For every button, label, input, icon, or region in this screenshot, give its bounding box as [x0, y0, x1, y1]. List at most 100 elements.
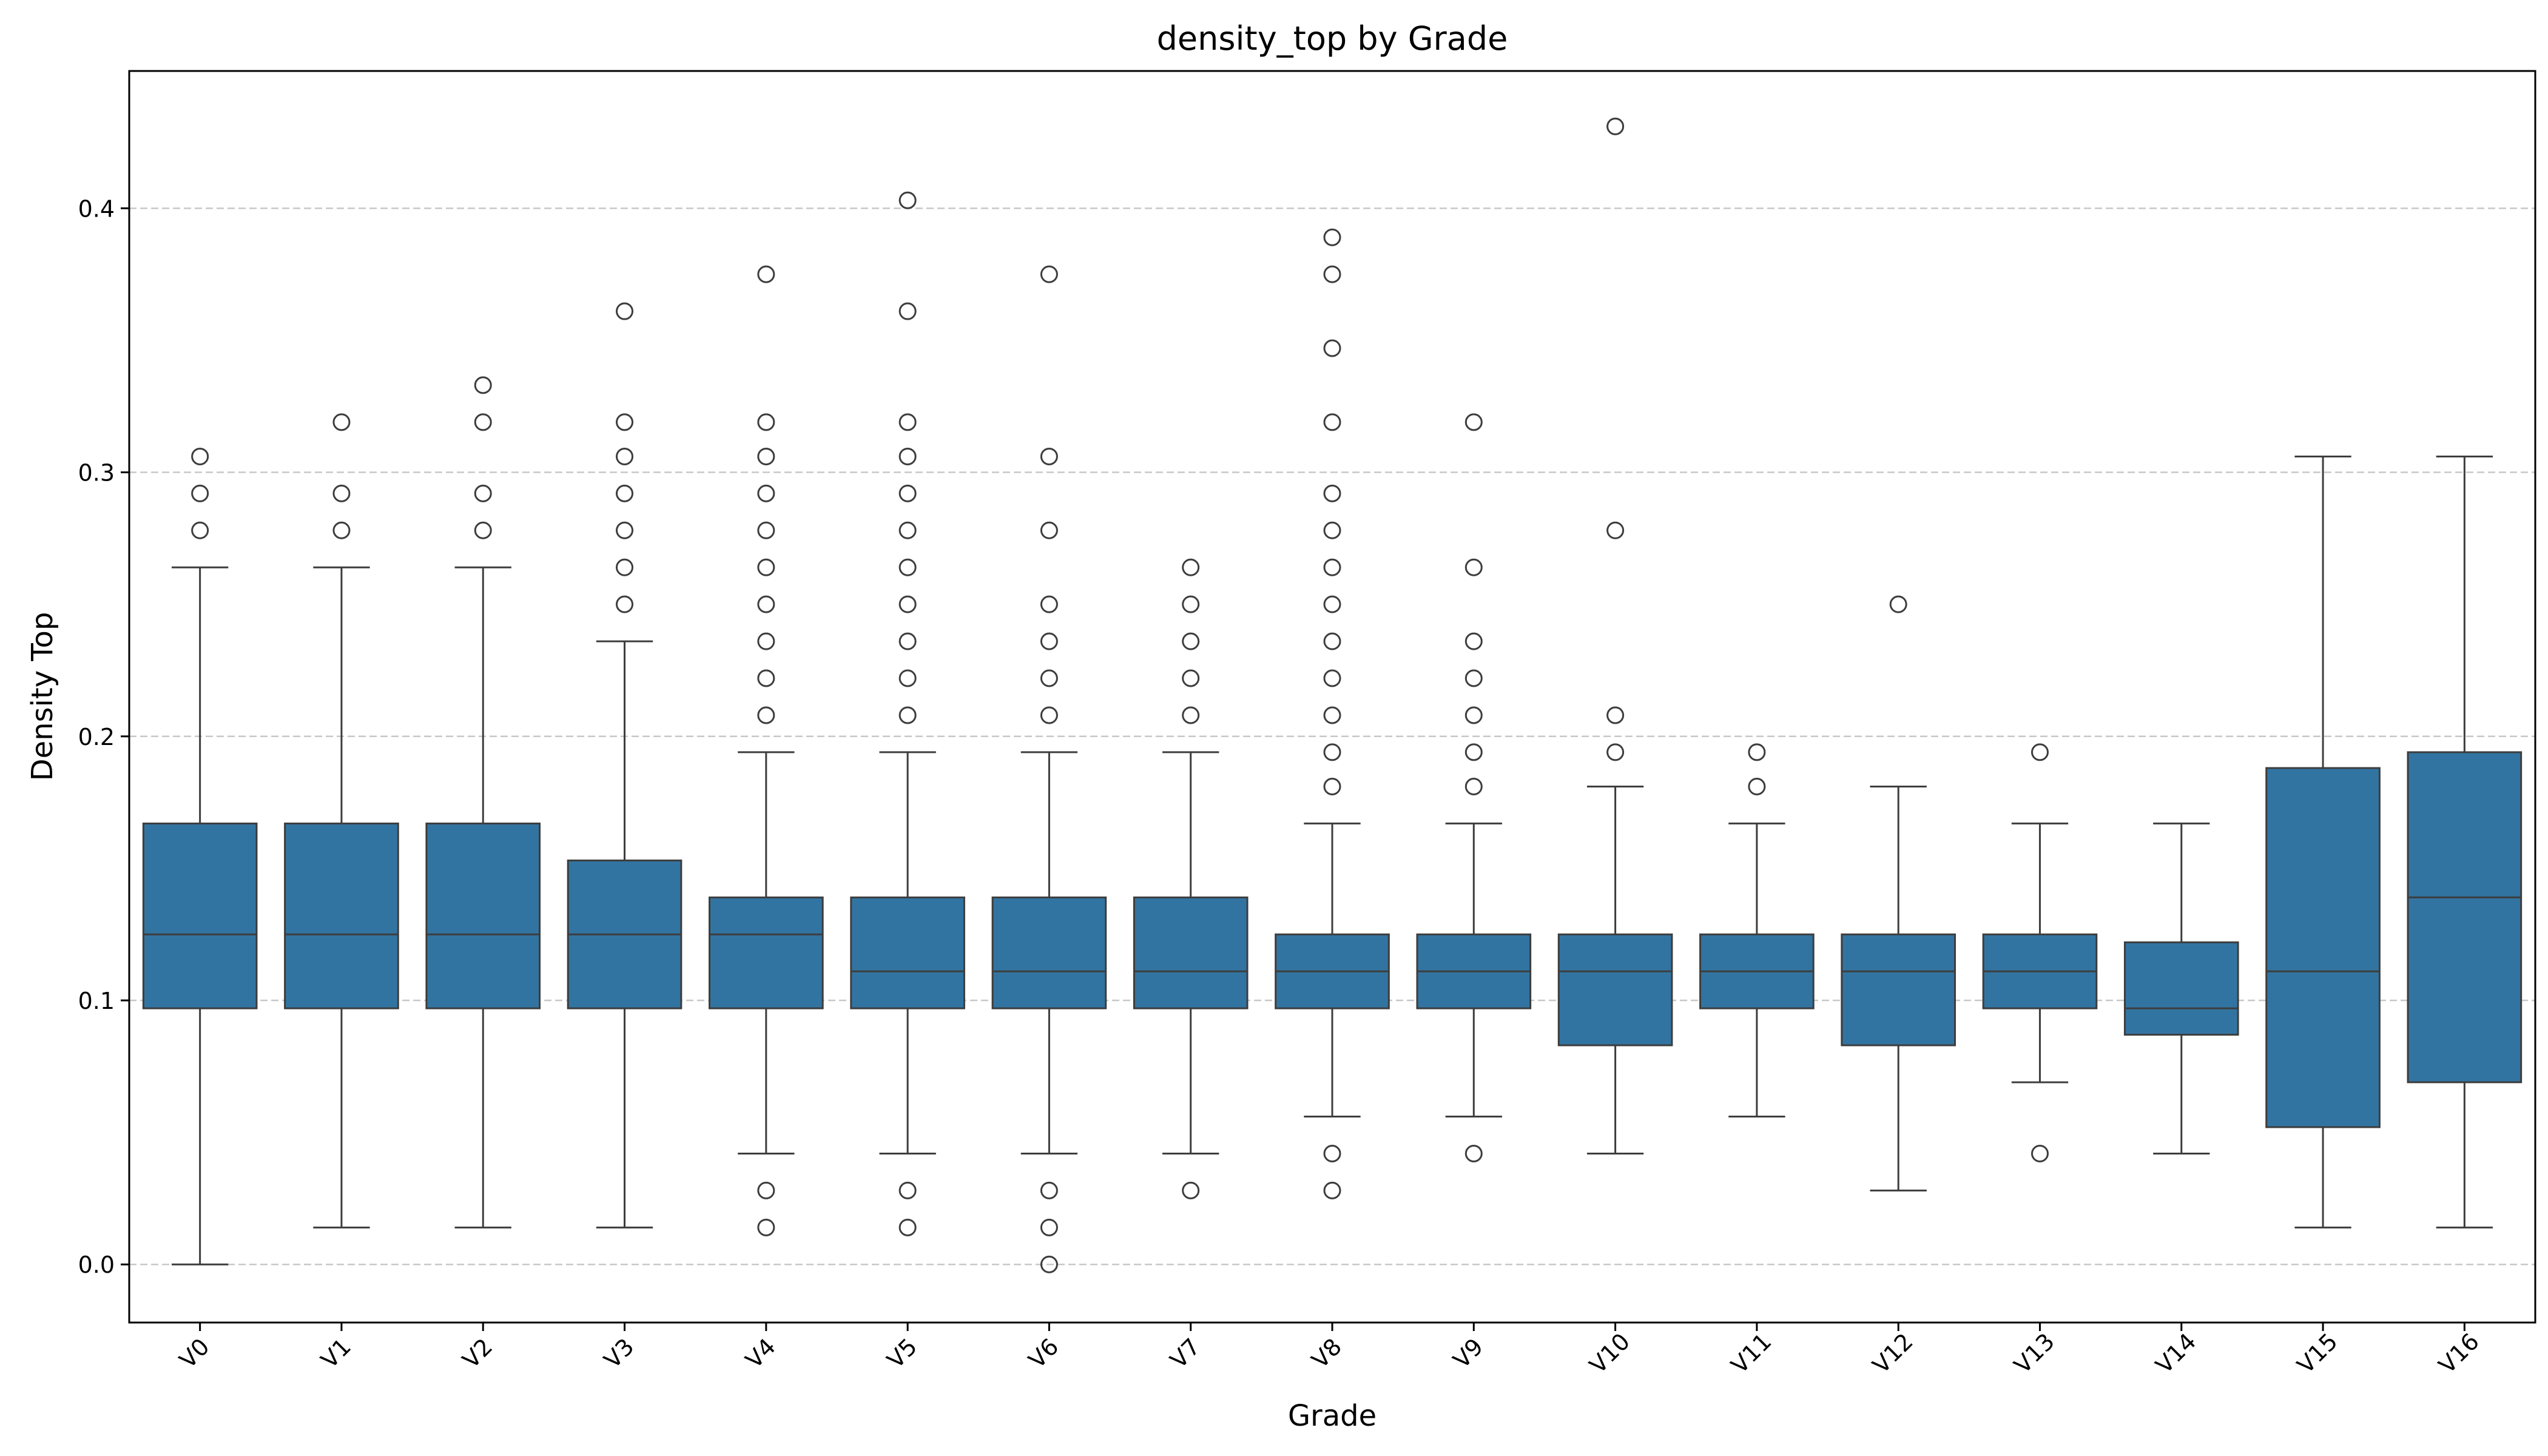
outlier-point	[757, 484, 775, 502]
outlier-point	[757, 558, 775, 576]
outlier-point	[898, 484, 917, 502]
outlier-point	[1040, 265, 1058, 283]
outlier-point	[1323, 595, 1341, 613]
x-tick-label: V16	[2433, 1328, 2484, 1379]
box-v10	[1557, 117, 1673, 1154]
box-v3	[567, 302, 682, 1228]
outlier-point	[898, 558, 917, 576]
outlier-point	[1606, 521, 1625, 539]
outlier-point	[1323, 632, 1341, 650]
outlier-point	[1040, 521, 1058, 539]
outlier-point	[1323, 521, 1341, 539]
outlier-point	[1040, 595, 1058, 613]
iqr-box	[2407, 751, 2523, 1084]
outlier-point	[332, 484, 351, 502]
outlier-point	[332, 413, 351, 431]
outlier-point	[1323, 558, 1341, 576]
outlier-point	[1182, 706, 1200, 724]
x-tick-label: V10	[1585, 1328, 1636, 1379]
outlier-point	[1464, 1144, 1483, 1162]
outlier-point	[898, 669, 917, 687]
outlier-point	[1748, 777, 1766, 795]
chart-title: density_top by Grade	[1157, 19, 1508, 58]
box-v2	[425, 376, 541, 1228]
iqr-box	[1133, 896, 1249, 1009]
outlier-point	[1464, 706, 1483, 724]
outlier-point	[898, 1218, 917, 1236]
outlier-point	[1606, 706, 1625, 724]
outlier-point	[1464, 743, 1483, 761]
outlier-point	[757, 413, 775, 431]
outlier-point	[191, 521, 209, 539]
outlier-point	[1323, 339, 1341, 357]
outlier-point	[898, 1181, 917, 1199]
outlier-point	[1182, 1181, 1200, 1199]
box-v14	[2123, 822, 2239, 1154]
outlier-point	[1323, 1181, 1341, 1199]
outlier-point	[1606, 117, 1625, 135]
outlier-point	[898, 632, 917, 650]
outlier-point	[1040, 1218, 1058, 1236]
outlier-point	[1040, 1181, 1058, 1199]
outlier-point	[616, 558, 634, 576]
box-v4	[709, 265, 824, 1236]
outlier-point	[1464, 558, 1483, 576]
outlier-point	[474, 484, 492, 502]
iqr-box	[425, 822, 541, 1009]
outlier-point	[2031, 1144, 2049, 1162]
outlier-point	[1040, 669, 1058, 687]
outlier-point	[898, 413, 917, 431]
outlier-point	[1323, 669, 1341, 687]
outlier-point	[1464, 777, 1483, 795]
outlier-point	[1323, 228, 1341, 246]
x-tick-label: V6	[1023, 1333, 1064, 1374]
outlier-point	[1323, 777, 1341, 795]
plot-frame	[128, 70, 2536, 1324]
outlier-point	[898, 191, 917, 209]
iqr-box	[1557, 933, 1673, 1046]
x-tick-label: V8	[1307, 1333, 1347, 1374]
y-axis: 0.0 0.1 0.2 0.3 0.4	[78, 195, 129, 1278]
y-tick-label: 0.4	[78, 195, 115, 222]
outlier-point	[332, 521, 351, 539]
x-tick-label: V2	[457, 1333, 498, 1374]
outlier-point	[1323, 706, 1341, 724]
outlier-point	[616, 302, 634, 320]
iqr-box	[284, 822, 399, 1009]
box-v8	[1275, 228, 1390, 1199]
outlier-point	[1040, 447, 1058, 465]
outlier-point	[616, 413, 634, 431]
outlier-point	[1040, 1255, 1058, 1273]
x-axis-label: Grade	[1288, 1399, 1377, 1433]
iqr-box	[2265, 767, 2381, 1128]
outlier-point	[1323, 413, 1341, 431]
outlier-point	[1748, 743, 1766, 761]
box-v5	[850, 191, 965, 1236]
box-v1	[284, 413, 399, 1228]
y-tick-label: 0.2	[78, 724, 115, 750]
outlier-point	[1606, 743, 1625, 761]
outlier-point	[616, 447, 634, 465]
outlier-point	[1323, 265, 1341, 283]
y-tick-label: 0.3	[78, 460, 115, 487]
outlier-point	[1464, 632, 1483, 650]
iqr-box	[1841, 933, 1956, 1046]
outlier-point	[898, 521, 917, 539]
outlier-point	[757, 632, 775, 650]
x-tick-label: V13	[2009, 1328, 2060, 1379]
x-tick-label: V7	[1165, 1333, 1205, 1374]
x-axis: V0 V1 V2 V3 V4 V5 V6 V7 V8 V9 V10 V11 V12 V13 V14 V15 V1…	[174, 1323, 2484, 1379]
outlier-point	[757, 1218, 775, 1236]
outlier-point	[898, 706, 917, 724]
outlier-point	[757, 265, 775, 283]
outlier-point	[1182, 595, 1200, 613]
box-v11	[1699, 743, 1815, 1118]
y-axis-label: Density Top	[25, 612, 59, 781]
outlier-point	[1040, 706, 1058, 724]
box-v15	[2265, 455, 2381, 1228]
boxes-layer	[142, 117, 2523, 1273]
outlier-point	[616, 595, 634, 613]
outlier-point	[474, 413, 492, 431]
outlier-point	[191, 484, 209, 502]
